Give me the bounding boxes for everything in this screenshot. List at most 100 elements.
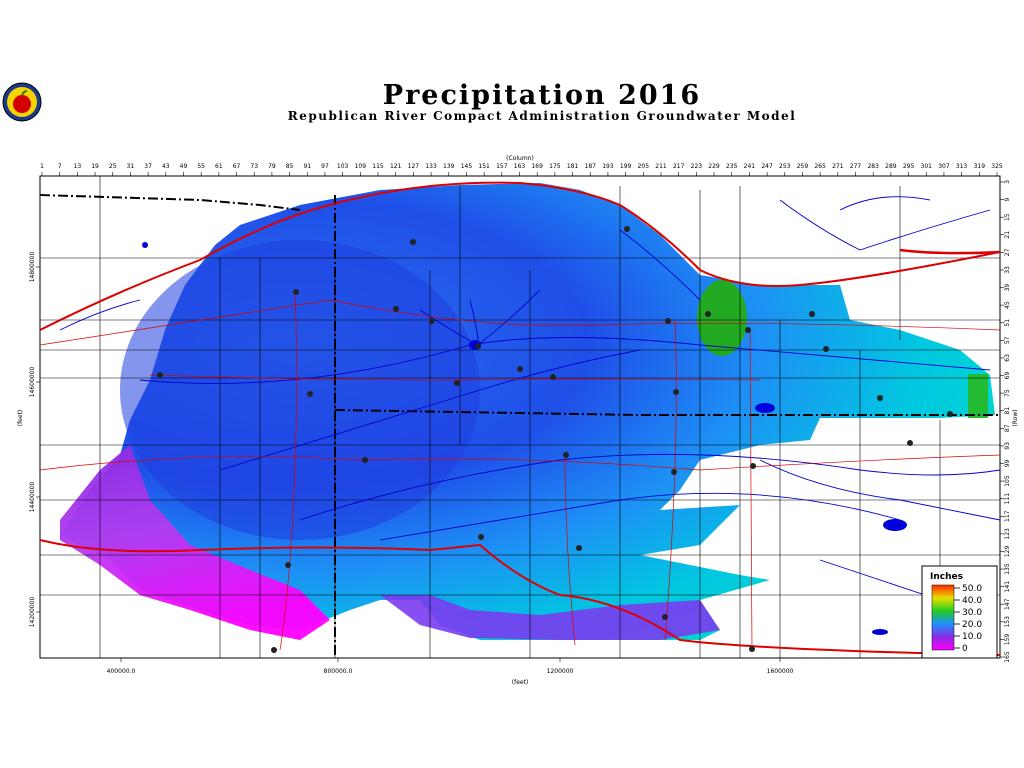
column-tick-label: 289 xyxy=(885,163,897,170)
legend-label: 20.0 xyxy=(962,620,982,630)
column-tick-label: 73 xyxy=(250,163,258,170)
column-tick-label: 259 xyxy=(797,163,809,170)
column-tick-label: 13 xyxy=(74,163,82,170)
column-tick-label: 277 xyxy=(850,163,862,170)
column-tick-label: 283 xyxy=(867,163,879,170)
column-tick-label: 271 xyxy=(832,163,844,170)
state-borders xyxy=(40,194,1000,658)
column-tick-label: 145 xyxy=(461,163,473,170)
column-tick-label: 1 xyxy=(40,163,44,170)
column-tick-label: 121 xyxy=(390,163,402,170)
organization-logo xyxy=(2,82,42,122)
row-tick-label: 153 xyxy=(1004,616,1011,628)
column-tick-label: 67 xyxy=(233,163,241,170)
row-tick-label: 105 xyxy=(1004,475,1011,487)
x-tick-label: 1600000 xyxy=(767,668,794,675)
page-title: Precipitation 2016 xyxy=(382,80,702,111)
row-tick-label: 63 xyxy=(1004,354,1011,362)
row-axis: 3915212733394551576369758187939910511111… xyxy=(1000,180,1011,663)
column-tick-label: 115 xyxy=(372,163,384,170)
x-tick-label: 400000.0 xyxy=(107,668,136,675)
column-tick-label: 265 xyxy=(814,163,826,170)
row-tick-label: 27 xyxy=(1004,248,1011,256)
row-tick-label: 75 xyxy=(1004,389,1011,397)
row-tick-label: 21 xyxy=(1004,231,1011,239)
column-tick-label: 319 xyxy=(974,163,986,170)
column-tick-label: 55 xyxy=(197,163,205,170)
column-tick-label: 301 xyxy=(921,163,933,170)
column-tick-label: 31 xyxy=(127,163,135,170)
column-tick-label: 217 xyxy=(673,163,685,170)
column-tick-label: 199 xyxy=(620,163,632,170)
legend-color-bar xyxy=(931,584,955,651)
column-tick-label: 109 xyxy=(355,163,367,170)
row-tick-label: 129 xyxy=(1004,546,1011,558)
x-axis-label: (feet) xyxy=(512,679,529,686)
row-axis-label: (Row) xyxy=(1012,409,1019,426)
column-tick-label: 91 xyxy=(303,163,311,170)
column-axis-label: (Column) xyxy=(506,155,534,162)
column-tick-label: 295 xyxy=(903,163,915,170)
column-tick-label: 19 xyxy=(91,163,99,170)
column-tick-label: 325 xyxy=(991,163,1003,170)
column-tick-label: 211 xyxy=(655,163,667,170)
column-tick-label: 85 xyxy=(286,163,294,170)
column-tick-label: 103 xyxy=(337,163,349,170)
x-tick-label: 800000.0 xyxy=(324,668,353,675)
row-tick-label: 135 xyxy=(1004,563,1011,575)
column-tick-label: 61 xyxy=(215,163,223,170)
row-tick-label: 3 xyxy=(1004,180,1011,184)
column-axis: 1 7 13 19 25 31 37 43 49 55 61 67 73 79 85 91 97 103 109 11… xyxy=(40,163,1003,176)
column-tick-label: 205 xyxy=(638,163,650,170)
legend-label: 40.0 xyxy=(962,596,982,606)
column-tick-label: 37 xyxy=(144,163,152,170)
column-tick-label: 235 xyxy=(726,163,738,170)
column-tick-label: 169 xyxy=(531,163,543,170)
column-tick-label: 97 xyxy=(321,163,329,170)
column-tick-label: 241 xyxy=(744,163,756,170)
column-tick-label: 253 xyxy=(779,163,791,170)
wet-patch-central xyxy=(697,280,747,356)
row-tick-label: 33 xyxy=(1004,266,1011,274)
legend: Inches 50.0 40.0 30.0 20.0 10.0 0 xyxy=(921,565,998,659)
column-tick-label: 127 xyxy=(408,163,420,170)
rivers xyxy=(59,196,1000,601)
row-tick-label: 111 xyxy=(1004,493,1011,505)
column-tick-label: 43 xyxy=(162,163,170,170)
column-tick-label: 139 xyxy=(443,163,455,170)
legend-label: 10.0 xyxy=(962,632,982,642)
y-axis-label: (feet) xyxy=(17,410,24,427)
legend-label: 0 xyxy=(962,644,968,654)
low-precip-core xyxy=(120,240,480,540)
southwest-dry-zone xyxy=(60,445,330,640)
page-subtitle: Republican River Compact Administration … xyxy=(287,109,797,123)
column-tick-label: 175 xyxy=(549,163,561,170)
row-tick-label: 15 xyxy=(1004,213,1011,221)
legend-label: 50.0 xyxy=(962,584,982,594)
row-tick-label: 51 xyxy=(1004,319,1011,327)
column-tick-label: 151 xyxy=(478,163,490,170)
legend-title: Inches xyxy=(930,572,963,582)
row-tick-label: 87 xyxy=(1004,424,1011,432)
column-tick-label: 313 xyxy=(956,163,968,170)
row-tick-label: 69 xyxy=(1004,372,1011,380)
column-tick-label: 79 xyxy=(268,163,276,170)
column-tick-label: 25 xyxy=(109,163,117,170)
row-tick-label: 117 xyxy=(1004,510,1011,522)
y-tick-label: 14200000 xyxy=(29,597,36,628)
row-tick-label: 147 xyxy=(1004,598,1011,610)
row-tick-label: 57 xyxy=(1004,336,1011,344)
y-feet-axis: 14800000 14600000 14400000 14200000 xyxy=(29,252,40,628)
roads xyxy=(40,181,1000,656)
column-tick-label: 223 xyxy=(691,163,703,170)
column-tick-label: 181 xyxy=(567,163,579,170)
row-tick-label: 123 xyxy=(1004,528,1011,540)
y-tick-label: 14400000 xyxy=(29,482,36,513)
legend-label: 30.0 xyxy=(962,608,982,618)
row-tick-label: 159 xyxy=(1004,633,1011,645)
row-tick-label: 141 xyxy=(1004,581,1011,593)
column-tick-label: 193 xyxy=(602,163,614,170)
row-tick-label: 93 xyxy=(1004,442,1011,450)
y-tick-label: 14600000 xyxy=(29,367,36,398)
